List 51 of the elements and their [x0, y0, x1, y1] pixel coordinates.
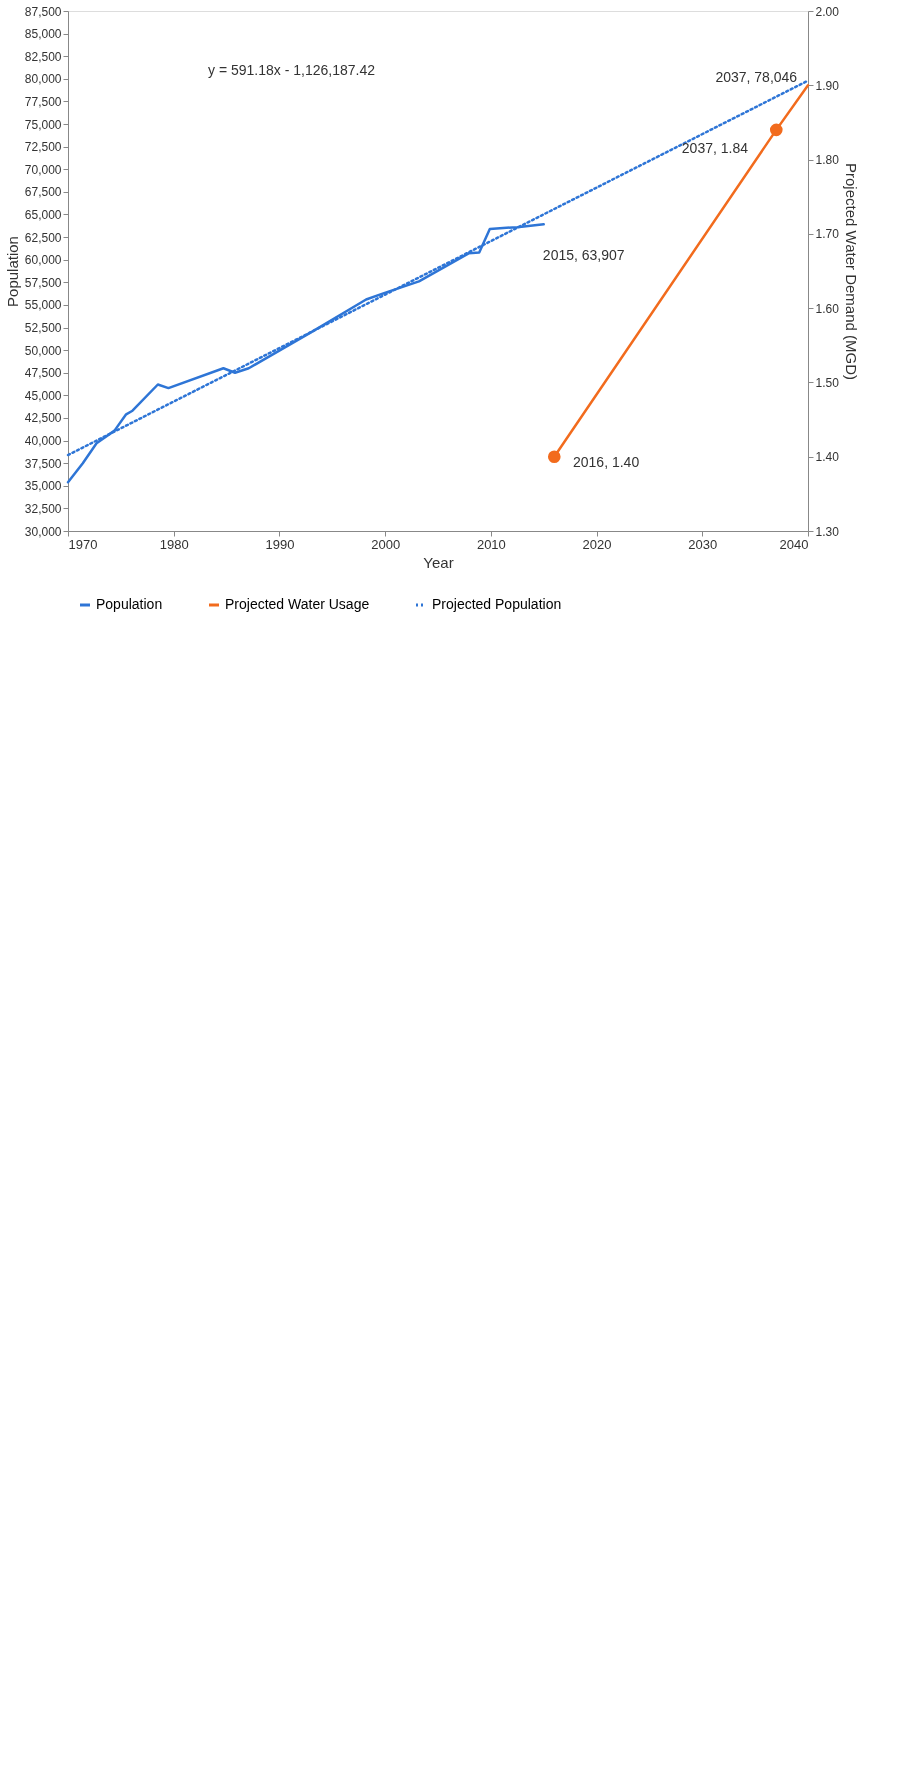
y-tick-label: 57,500 — [24, 275, 62, 290]
y2-tick-label: 1.40 — [815, 450, 840, 465]
x-tick-label: 2020 — [582, 536, 612, 552]
legend-label: Projected Population — [432, 596, 562, 612]
y-tick-label: 80,000 — [24, 72, 62, 87]
y2-tick-label: 1.50 — [815, 375, 840, 390]
y2-tick-label: 1.90 — [815, 78, 840, 93]
x-tick-label: 1970 — [68, 536, 98, 552]
y-tick-label: 70,000 — [24, 162, 62, 177]
y-tick-label: 55,000 — [24, 298, 62, 313]
y-tick-label: 32,500 — [24, 501, 62, 516]
y-tick-label: 82,500 — [24, 49, 62, 64]
y2-tick-label: 1.30 — [815, 524, 840, 539]
y-tick-label: 67,500 — [24, 185, 62, 200]
y-tick-label: 87,500 — [24, 4, 62, 19]
y-tick-label: 60,000 — [24, 253, 62, 268]
annotation: y = 591.18x - 1,126,187.42 — [208, 62, 376, 78]
y-tick-label: 75,000 — [24, 117, 62, 132]
x-tick-label: 2040 — [779, 536, 809, 552]
y-tick-label: 65,000 — [24, 207, 62, 222]
x-axis-title: Year — [423, 553, 454, 571]
y-tick-label: 35,000 — [24, 479, 62, 494]
x-tick-label: 1990 — [265, 536, 295, 552]
y-tick-label: 40,000 — [24, 434, 62, 449]
y-tick-label: 62,500 — [24, 230, 62, 245]
y-tick-label: 42,500 — [24, 411, 62, 426]
annotation: 2037, 1.84 — [681, 140, 749, 156]
y-tick-label: 50,000 — [24, 343, 62, 358]
annotation: 2016, 1.40 — [573, 454, 640, 470]
y-tick-label: 85,000 — [24, 27, 62, 42]
y-tick-label: 52,500 — [24, 321, 62, 336]
legend-label: Population — [96, 596, 163, 612]
annotation: 2037, 78,046 — [715, 69, 798, 86]
y2-tick-label: 1.60 — [815, 301, 840, 316]
legend-label: Projected Water Usage — [225, 596, 370, 612]
y2-axis-title: Projected Water Demand (MGD) — [842, 162, 860, 381]
y-tick-label: 72,500 — [24, 140, 62, 155]
y2-tick-label: 1.70 — [815, 227, 840, 242]
x-tick-label: 2030 — [688, 536, 718, 552]
x-tick-label: 2010 — [476, 536, 506, 552]
x-tick-label: 2000 — [371, 536, 401, 552]
y-tick-label: 30,000 — [24, 524, 62, 539]
annotation: 2015, 63,907 — [542, 247, 625, 264]
y2-tick-label: 2.00 — [815, 4, 840, 19]
y2-tick-label: 1.80 — [815, 153, 840, 168]
y-tick-label: 45,000 — [24, 388, 62, 403]
x-tick-label: 1980 — [159, 536, 189, 552]
y-tick-label: 77,500 — [24, 94, 62, 109]
y-tick-label: 37,500 — [24, 456, 62, 471]
y-axis-title: Population — [3, 236, 21, 307]
y-tick-label: 47,500 — [24, 366, 62, 381]
